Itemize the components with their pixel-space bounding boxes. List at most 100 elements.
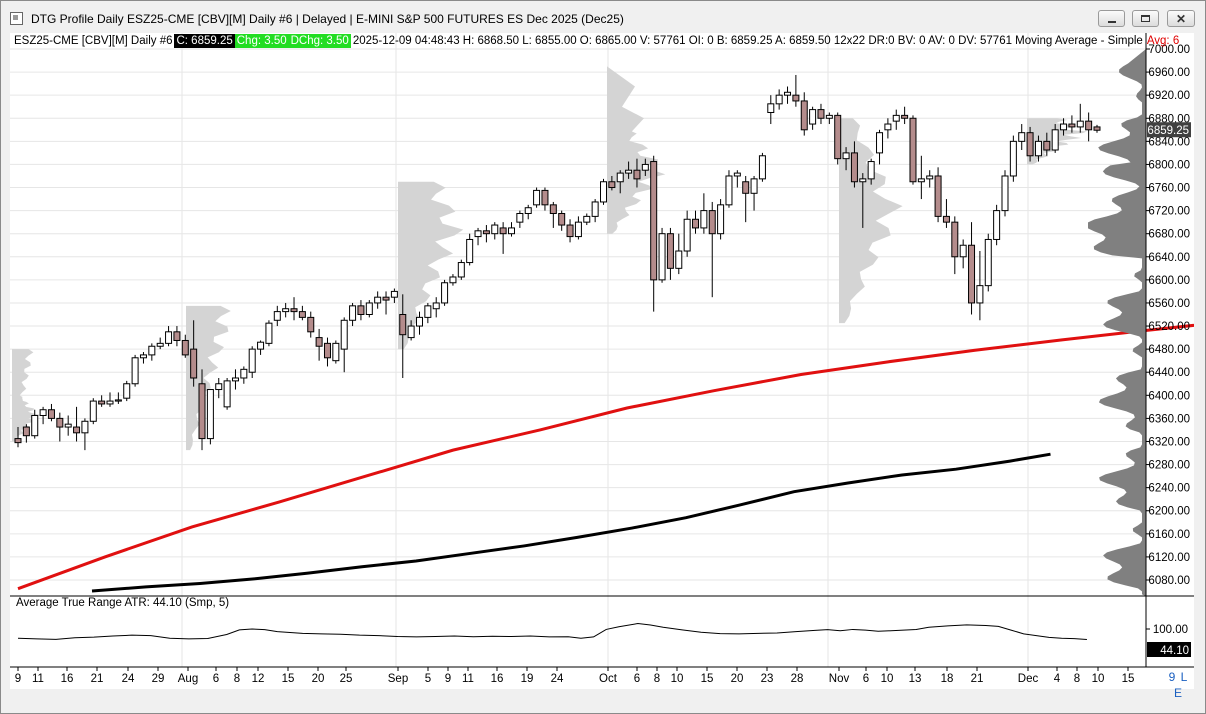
candle-body — [482, 230, 490, 235]
candle-body — [1018, 132, 1026, 142]
time-tick-label: 10 — [671, 673, 684, 685]
candle-body — [1093, 126, 1101, 131]
candle-body — [1009, 140, 1017, 177]
candle-body — [708, 210, 716, 235]
candle-body — [365, 302, 373, 315]
status-indicator[interactable]: 9 L E — [1163, 669, 1194, 700]
price-chart[interactable]: 7000.006960.006920.006880.006840.006800.… — [10, 33, 1206, 689]
candle-body — [884, 123, 892, 131]
app-icon[interactable] — [10, 12, 23, 25]
price-tick-label: 6480.00 — [1148, 344, 1190, 356]
time-tick-label: 23 — [761, 673, 774, 685]
time-tick-label: 15 — [282, 673, 295, 685]
candle-body — [850, 152, 858, 183]
candle-body — [148, 345, 156, 356]
candle-body — [139, 354, 147, 359]
candle-body — [198, 383, 206, 440]
candle-body — [298, 311, 306, 318]
candle-body — [1034, 140, 1042, 157]
moving-average-value: Avg: 6 — [1146, 35, 1180, 47]
candle-body — [792, 94, 800, 102]
time-tick-label: 8 — [654, 673, 660, 685]
candle-body — [1051, 129, 1059, 151]
candle-body — [315, 337, 323, 347]
price-tick-label: 6520.00 — [1148, 321, 1190, 333]
candle-body — [349, 305, 357, 321]
candle-body — [257, 341, 265, 350]
candle-body — [240, 368, 248, 379]
time-tick-label: 12 — [252, 673, 265, 685]
ma-fast-line — [17, 322, 1206, 591]
candle-body — [223, 380, 231, 408]
ma-slow-line — [91, 452, 1051, 593]
time-tick-label: 13 — [909, 673, 922, 685]
candle-body — [926, 175, 934, 180]
time-tick-label: 21 — [971, 673, 984, 685]
candle-body — [901, 114, 909, 119]
time-tick-label: 9 — [445, 673, 451, 685]
candle-body — [809, 109, 817, 125]
candle-body — [231, 377, 239, 382]
candle-body — [56, 417, 64, 428]
candle-body — [114, 399, 122, 402]
close-button[interactable]: ✕ — [1167, 10, 1195, 27]
price-tick-label: 6640.00 — [1148, 252, 1190, 264]
price-tick-label: 6680.00 — [1148, 229, 1190, 241]
candle-body — [658, 233, 666, 281]
candle-body — [31, 415, 39, 437]
time-tick-label: 24 — [122, 673, 135, 685]
time-tick-label: 8 — [234, 673, 240, 685]
candle-body — [600, 181, 608, 203]
candle-body — [273, 311, 281, 321]
time-tick-label: 19 — [521, 673, 534, 685]
candle-body — [14, 438, 22, 444]
candle-body — [767, 103, 775, 113]
last-price-box — [1147, 122, 1191, 138]
candle-body — [165, 331, 173, 344]
candle-body — [993, 210, 1001, 240]
candle-body — [984, 238, 992, 287]
candle-body — [876, 132, 884, 154]
candle-body — [332, 342, 340, 362]
candle-body — [1068, 123, 1076, 128]
time-tick-label: 5 — [425, 673, 431, 685]
candle-body — [474, 230, 482, 238]
time-tick-label: 11 — [462, 673, 474, 685]
candle-body — [466, 238, 474, 264]
price-tick-label: 7000.00 — [1148, 44, 1190, 56]
candle-body — [758, 155, 766, 180]
candle-body — [73, 426, 81, 434]
candle-body — [784, 91, 792, 96]
candle-body — [968, 244, 976, 304]
time-tick-label: Dec — [1018, 673, 1039, 685]
chart-area[interactable]: 7000.00 6960.00 6920.00 6880.00 6840.00 6800.… — [10, 33, 1206, 689]
maximize-button[interactable] — [1132, 10, 1159, 27]
candle-body — [574, 221, 582, 238]
candle-body — [1001, 175, 1009, 212]
candle-body — [399, 314, 407, 336]
time-tick-label: 25 — [340, 673, 353, 685]
chart-grid — [10, 33, 1146, 667]
candle-body — [215, 383, 223, 391]
price-tick-label: 6960.00 — [1148, 67, 1190, 79]
price-tick-label: 6320.00 — [1148, 436, 1190, 448]
candle-body — [533, 189, 541, 206]
time-tick-label: 15 — [701, 673, 714, 685]
candle-body — [625, 169, 633, 174]
candle-body — [909, 117, 917, 183]
candle-body — [290, 308, 298, 313]
candle-body — [156, 342, 164, 347]
candle-body — [650, 161, 658, 281]
minimize-button[interactable] — [1098, 10, 1125, 27]
candle-body — [374, 296, 382, 304]
candle-body — [457, 262, 465, 278]
title-bar[interactable]: DTG Profile Daily ESZ25-CME [CBV][M] Dai… — [1, 1, 1205, 34]
price-tick-label: 6840.00 — [1148, 136, 1190, 148]
candle-body — [39, 409, 47, 417]
candle-body — [666, 233, 674, 269]
candle-body — [81, 420, 89, 434]
atr-label: Average True Range ATR: 44.10 (Smp, 5) — [16, 597, 230, 609]
candle-body — [340, 319, 348, 350]
time-tick-label: 10 — [881, 673, 894, 685]
volume-profile — [607, 129, 666, 234]
